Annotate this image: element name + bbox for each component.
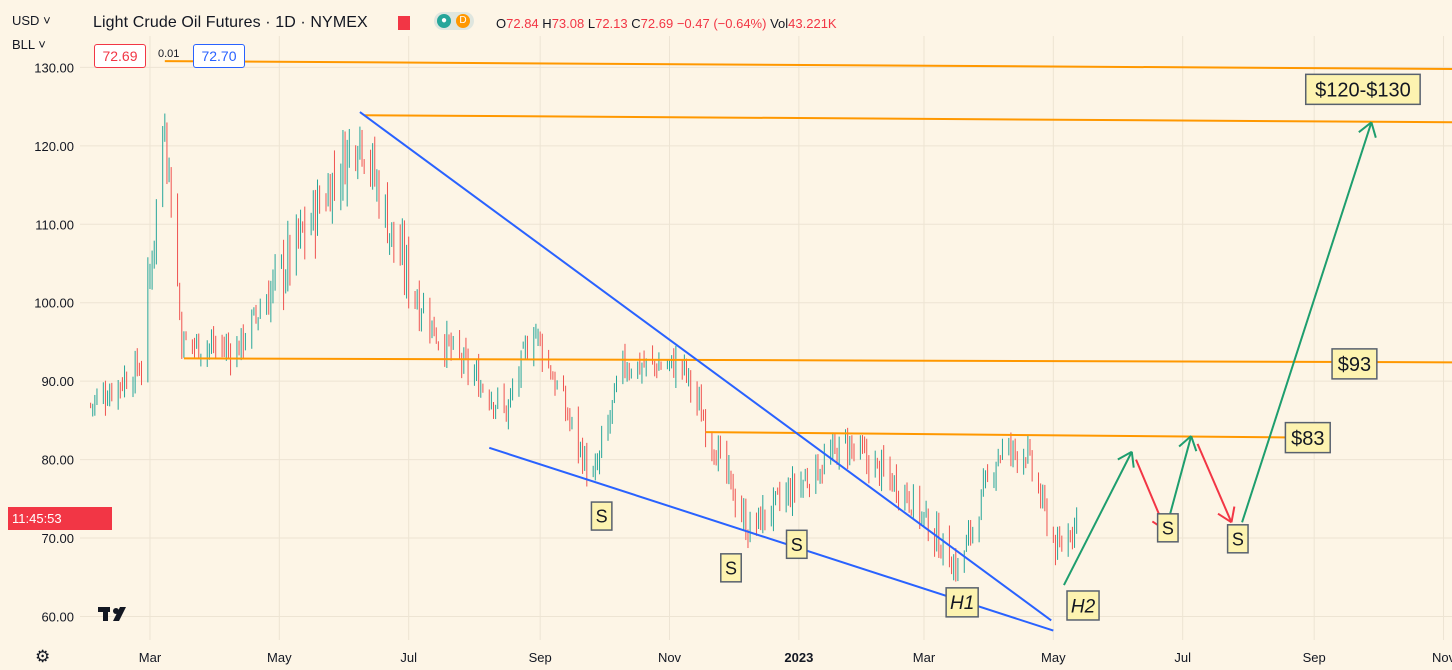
annotation-label: S <box>1162 518 1174 538</box>
trend-lines <box>164 60 1452 632</box>
settings-gear-icon[interactable]: ⚙ <box>35 647 51 666</box>
y-tick-label: 110.00 <box>35 217 74 232</box>
arrow-head <box>1117 450 1133 461</box>
sell-price-button[interactable]: 72.69 <box>94 44 146 68</box>
flag-icon[interactable] <box>398 16 410 30</box>
x-tick-label: May <box>1041 650 1066 665</box>
x-tick-label: Mar <box>139 650 162 665</box>
open-value: 72.84 <box>506 16 539 31</box>
buy-price-button[interactable]: 72.70 <box>193 44 245 68</box>
market-open-icon: ● <box>437 14 451 28</box>
high-value: 73.08 <box>551 16 585 31</box>
annotations: S S S H1 H2 S S $83 $93 $120-$130 <box>590 73 1421 621</box>
x-tick-label: Sep <box>529 650 552 665</box>
resistance-line <box>705 431 1308 439</box>
annotation-label: S <box>1232 529 1244 549</box>
currency-selector[interactable]: USD ˅ <box>12 13 51 28</box>
annotation-label: H2 <box>1071 596 1096 617</box>
low-value: 72.13 <box>595 16 628 31</box>
x-tick-label: Nov <box>658 650 682 665</box>
annotation-label: S <box>791 535 803 555</box>
symbol-title[interactable]: Light Crude Oil Futures · 1D · NYMEX <box>93 14 368 31</box>
annotation-box <box>1284 421 1331 454</box>
annotation-box <box>1304 73 1421 106</box>
y-tick-label: 70.00 <box>41 531 74 546</box>
arrow-head <box>1358 121 1373 133</box>
arrow-head <box>1178 435 1192 448</box>
arrow-head <box>1217 512 1233 524</box>
x-tick-label: Sep <box>1303 650 1326 665</box>
y-tick-label: 100.00 <box>34 296 74 311</box>
resistance-line <box>183 357 1452 364</box>
bar-countdown: 11:45:53 <box>8 507 112 530</box>
candles <box>90 113 1078 582</box>
annotation-box <box>945 587 979 618</box>
logo-icon <box>98 607 126 621</box>
y-tick-label: 80.00 <box>41 453 74 468</box>
chevron-down-icon: ˅ <box>38 37 46 52</box>
ohlc-readout: O72.84 H73.08 L72.13 C72.69 −0.47 (−0.64… <box>496 16 837 31</box>
arrow-head <box>1230 506 1236 523</box>
projection-up-arrow <box>1241 121 1373 523</box>
spread-value: 0.01 <box>158 48 180 60</box>
resistance-line <box>164 60 1452 70</box>
delayed-badge: D <box>456 14 470 28</box>
annotation-box <box>720 553 742 583</box>
unit-selector[interactable]: BLL ˅ <box>12 37 46 52</box>
x-tick-label: 2023 <box>784 650 813 665</box>
annotation-box <box>1156 513 1179 543</box>
y-tick-label: 90.00 <box>41 374 74 389</box>
arrow-head <box>1370 122 1377 138</box>
annotation-box <box>1066 590 1100 621</box>
projection-arrows <box>1063 121 1377 586</box>
y-tick-label: 60.00 <box>41 609 74 624</box>
x-tick-label: Nov <box>1432 650 1452 665</box>
y-tick-label: 130.00 <box>34 60 74 75</box>
market-status[interactable]: ● D <box>434 12 474 30</box>
change-value: −0.47 (−0.64%) <box>676 16 767 31</box>
annotation-box <box>785 529 808 560</box>
x-tick-label: Jul <box>1174 650 1191 665</box>
axes: 130.00 120.00 110.00 100.00 90.00 80.00 70.00 6… <box>34 60 1452 665</box>
close-value: 72.69 <box>640 16 674 31</box>
arrow-head <box>1130 451 1135 468</box>
annotation-label: $83 <box>1291 428 1324 450</box>
projection-up-arrow <box>1063 451 1133 586</box>
y-tick-label: 120.00 <box>34 139 74 154</box>
annotation-label: $120-$130 <box>1315 80 1411 102</box>
resistance-line <box>364 114 1452 124</box>
annotation-box <box>590 501 613 531</box>
x-tick-label: Mar <box>913 650 936 665</box>
currency-label: USD <box>12 13 40 28</box>
annotation-label: $93 <box>1338 354 1371 376</box>
x-tick-label: Jul <box>400 650 417 665</box>
annotation-label: H1 <box>950 593 974 614</box>
annotation-label: S <box>596 507 608 527</box>
projection-down-arrow <box>1196 443 1233 523</box>
annotation-box <box>1226 524 1249 554</box>
tradingview-logo[interactable] <box>98 604 134 624</box>
annotation-label: S <box>725 558 737 578</box>
volume-value: 43.221K <box>788 16 837 31</box>
arrow-head <box>1190 435 1198 452</box>
chevron-down-icon: ˅ <box>43 13 51 28</box>
annotation-box <box>1331 348 1378 380</box>
unit-label: BLL <box>12 37 35 52</box>
x-tick-label: May <box>267 650 292 665</box>
wedge-line <box>359 111 1052 622</box>
